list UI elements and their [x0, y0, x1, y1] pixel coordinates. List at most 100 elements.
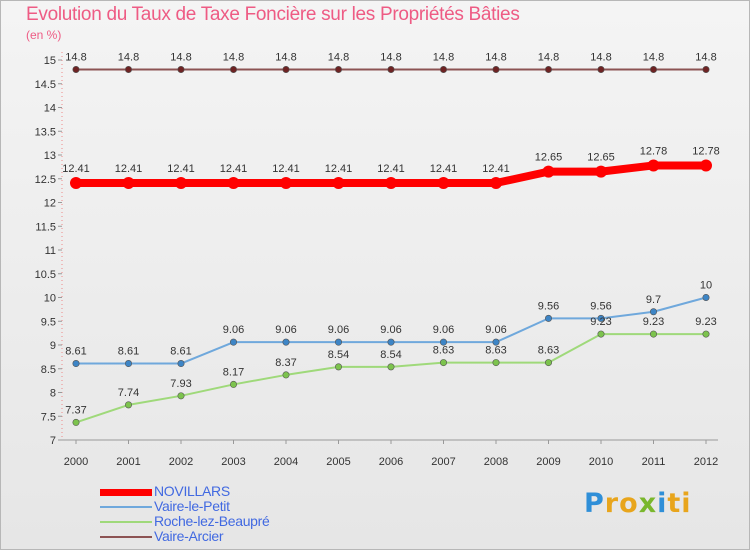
- data-label: 14.8: [485, 52, 506, 64]
- data-point: [700, 159, 712, 172]
- data-point: [230, 66, 238, 74]
- chart-title: Evolution du Taux de Taxe Foncière sur l…: [26, 4, 520, 25]
- data-point: [280, 177, 292, 190]
- data-label: 9.23: [643, 316, 664, 328]
- legend-swatch-vaire-arcier: [100, 536, 152, 538]
- x-tick-label: 2009: [536, 456, 560, 468]
- data-point: [70, 177, 82, 190]
- data-point: [544, 359, 552, 367]
- data-label: 9.7: [646, 294, 661, 306]
- data-label: 12.41: [62, 163, 90, 175]
- data-label: 7.74: [118, 387, 139, 399]
- data-label: 12.41: [430, 163, 458, 175]
- y-tick-label: 12.5: [35, 174, 56, 186]
- legend-swatch-roche-lez-beaupre: [100, 521, 152, 523]
- data-point: [387, 338, 395, 346]
- data-point: [492, 66, 500, 74]
- legend-swatch-novillars: [100, 489, 152, 496]
- data-point: [649, 330, 657, 338]
- data-point: [177, 66, 185, 74]
- data-point: [649, 66, 657, 74]
- data-label: 14.8: [328, 52, 349, 64]
- data-label: 9.23: [695, 316, 716, 328]
- data-point: [387, 363, 395, 371]
- legend-label: Vaire-le-Petit: [154, 498, 230, 514]
- data-label: 8.61: [118, 346, 139, 358]
- data-label: 9.23: [590, 316, 611, 328]
- y-tick-label: 7: [50, 435, 56, 447]
- data-point: [177, 392, 185, 400]
- data-point: [542, 165, 555, 178]
- data-point: [334, 66, 342, 74]
- data-point: [230, 338, 238, 346]
- data-label: 14.8: [380, 52, 401, 64]
- data-point: [387, 66, 395, 74]
- data-label: 14.8: [170, 52, 191, 64]
- data-label: 14.8: [538, 52, 559, 64]
- data-point: [597, 330, 605, 338]
- x-tick-label: 2005: [326, 456, 350, 468]
- legend-label: Roche-lez-Beaupré: [154, 513, 270, 529]
- data-label: 14.8: [695, 52, 716, 64]
- data-label: 8.61: [65, 346, 86, 358]
- data-point: [125, 401, 133, 409]
- logo-letter: P: [584, 488, 605, 519]
- logo-letter: i: [681, 488, 692, 519]
- data-label: 8.54: [328, 349, 349, 361]
- x-tick-label: 2004: [274, 456, 298, 468]
- y-tick-label: 11: [45, 245, 56, 257]
- data-point: [72, 360, 80, 368]
- x-tick-label: 2003: [221, 456, 245, 468]
- logo-letter: t: [667, 488, 682, 519]
- data-label: 9.06: [380, 324, 401, 336]
- line-chart: 7 7.5 8 8.5 9 9.5 10 10.5 11 11.5 12 12.5 13 13.5 14 14…: [35, 52, 720, 469]
- data-label: 8.54: [380, 349, 401, 361]
- data-label: 9.06: [328, 324, 349, 336]
- data-point: [544, 66, 552, 74]
- data-label: 12.41: [115, 163, 143, 175]
- data-label: 8.63: [485, 345, 506, 357]
- data-point: [230, 380, 238, 388]
- data-label: 12.78: [692, 145, 720, 157]
- data-label: 9.56: [590, 300, 611, 312]
- data-point: [490, 177, 502, 190]
- data-point: [122, 177, 135, 190]
- x-tick-label: 2000: [64, 456, 88, 468]
- y-tick-label: 8: [50, 388, 56, 400]
- data-label: 7.93: [170, 378, 191, 390]
- data-point: [492, 359, 500, 367]
- data-point: [702, 330, 710, 338]
- data-point: [492, 338, 500, 346]
- data-label: 9.06: [223, 324, 244, 336]
- legend-label: NOVILLARS: [154, 483, 230, 499]
- data-label: 8.17: [223, 366, 244, 378]
- y-tick-label: 8.5: [41, 364, 56, 376]
- data-point: [72, 418, 80, 426]
- legend-swatch-vaire-le-petit: [100, 506, 152, 508]
- data-point: [439, 359, 447, 367]
- data-point: [597, 66, 605, 74]
- proxiti-logo: Proxiti: [584, 488, 692, 519]
- x-tick-label: 2002: [169, 456, 193, 468]
- data-label: 9.06: [433, 324, 454, 336]
- data-point: [72, 66, 80, 74]
- data-label: 12.41: [482, 163, 510, 175]
- data-label: 14.8: [590, 52, 611, 64]
- data-point: [282, 371, 290, 379]
- y-tick-label: 9.5: [41, 316, 56, 328]
- x-tick-label: 2012: [694, 456, 718, 468]
- data-point: [597, 314, 605, 322]
- y-tick-label: 12: [44, 198, 56, 210]
- data-point: [439, 66, 447, 74]
- data-labels: 14.8 14.8 14.8 14.8 14.8 14.8 14.8 14.8 14.8 14.8…: [62, 52, 720, 417]
- data-point: [385, 177, 397, 190]
- data-label: 10: [700, 280, 712, 292]
- series-layer: [70, 66, 712, 426]
- x-tick-label: 2011: [642, 456, 666, 468]
- data-point: [647, 159, 660, 172]
- data-label: 9.56: [538, 300, 559, 312]
- data-point: [227, 177, 240, 190]
- data-point: [649, 308, 657, 316]
- y-tick-label: 9: [50, 340, 56, 352]
